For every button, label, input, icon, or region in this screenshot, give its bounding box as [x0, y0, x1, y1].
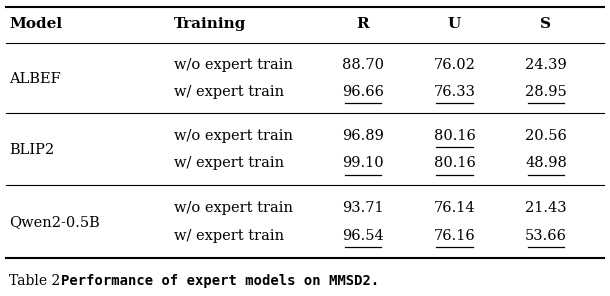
Text: 96.89: 96.89 [342, 129, 384, 143]
Text: Performance of expert models on MMSD2.: Performance of expert models on MMSD2. [61, 274, 379, 288]
Text: 76.16: 76.16 [434, 229, 475, 243]
Text: R: R [357, 17, 369, 31]
Text: BLIP2: BLIP2 [9, 143, 54, 157]
Text: ALBEF: ALBEF [9, 72, 61, 86]
Text: 28.95: 28.95 [525, 85, 567, 99]
Text: 80.16: 80.16 [434, 156, 475, 170]
Text: 88.70: 88.70 [342, 58, 384, 72]
Text: 96.66: 96.66 [342, 85, 384, 99]
Text: 76.02: 76.02 [434, 58, 475, 72]
Text: U: U [448, 17, 461, 31]
Text: Table 2:: Table 2: [9, 274, 70, 288]
Text: w/o expert train: w/o expert train [174, 129, 293, 143]
Text: Qwen2-0.5B: Qwen2-0.5B [9, 215, 100, 229]
Text: w/o expert train: w/o expert train [174, 58, 293, 72]
Text: 76.33: 76.33 [434, 85, 475, 99]
Text: 48.98: 48.98 [525, 156, 567, 170]
Text: Model: Model [9, 17, 62, 31]
Text: 53.66: 53.66 [525, 229, 567, 243]
Text: 99.10: 99.10 [342, 156, 384, 170]
Text: 93.71: 93.71 [342, 201, 384, 215]
Text: w/ expert train: w/ expert train [174, 156, 284, 170]
Text: S: S [540, 17, 551, 31]
Text: w/o expert train: w/o expert train [174, 201, 293, 215]
Text: 20.56: 20.56 [525, 129, 567, 143]
Text: 76.14: 76.14 [434, 201, 475, 215]
Text: 96.54: 96.54 [342, 229, 384, 243]
Text: 24.39: 24.39 [525, 58, 567, 72]
Text: 21.43: 21.43 [525, 201, 567, 215]
Text: w/ expert train: w/ expert train [174, 85, 284, 99]
Text: w/ expert train: w/ expert train [174, 229, 284, 243]
Text: Training: Training [174, 17, 246, 31]
Text: 80.16: 80.16 [434, 129, 475, 143]
